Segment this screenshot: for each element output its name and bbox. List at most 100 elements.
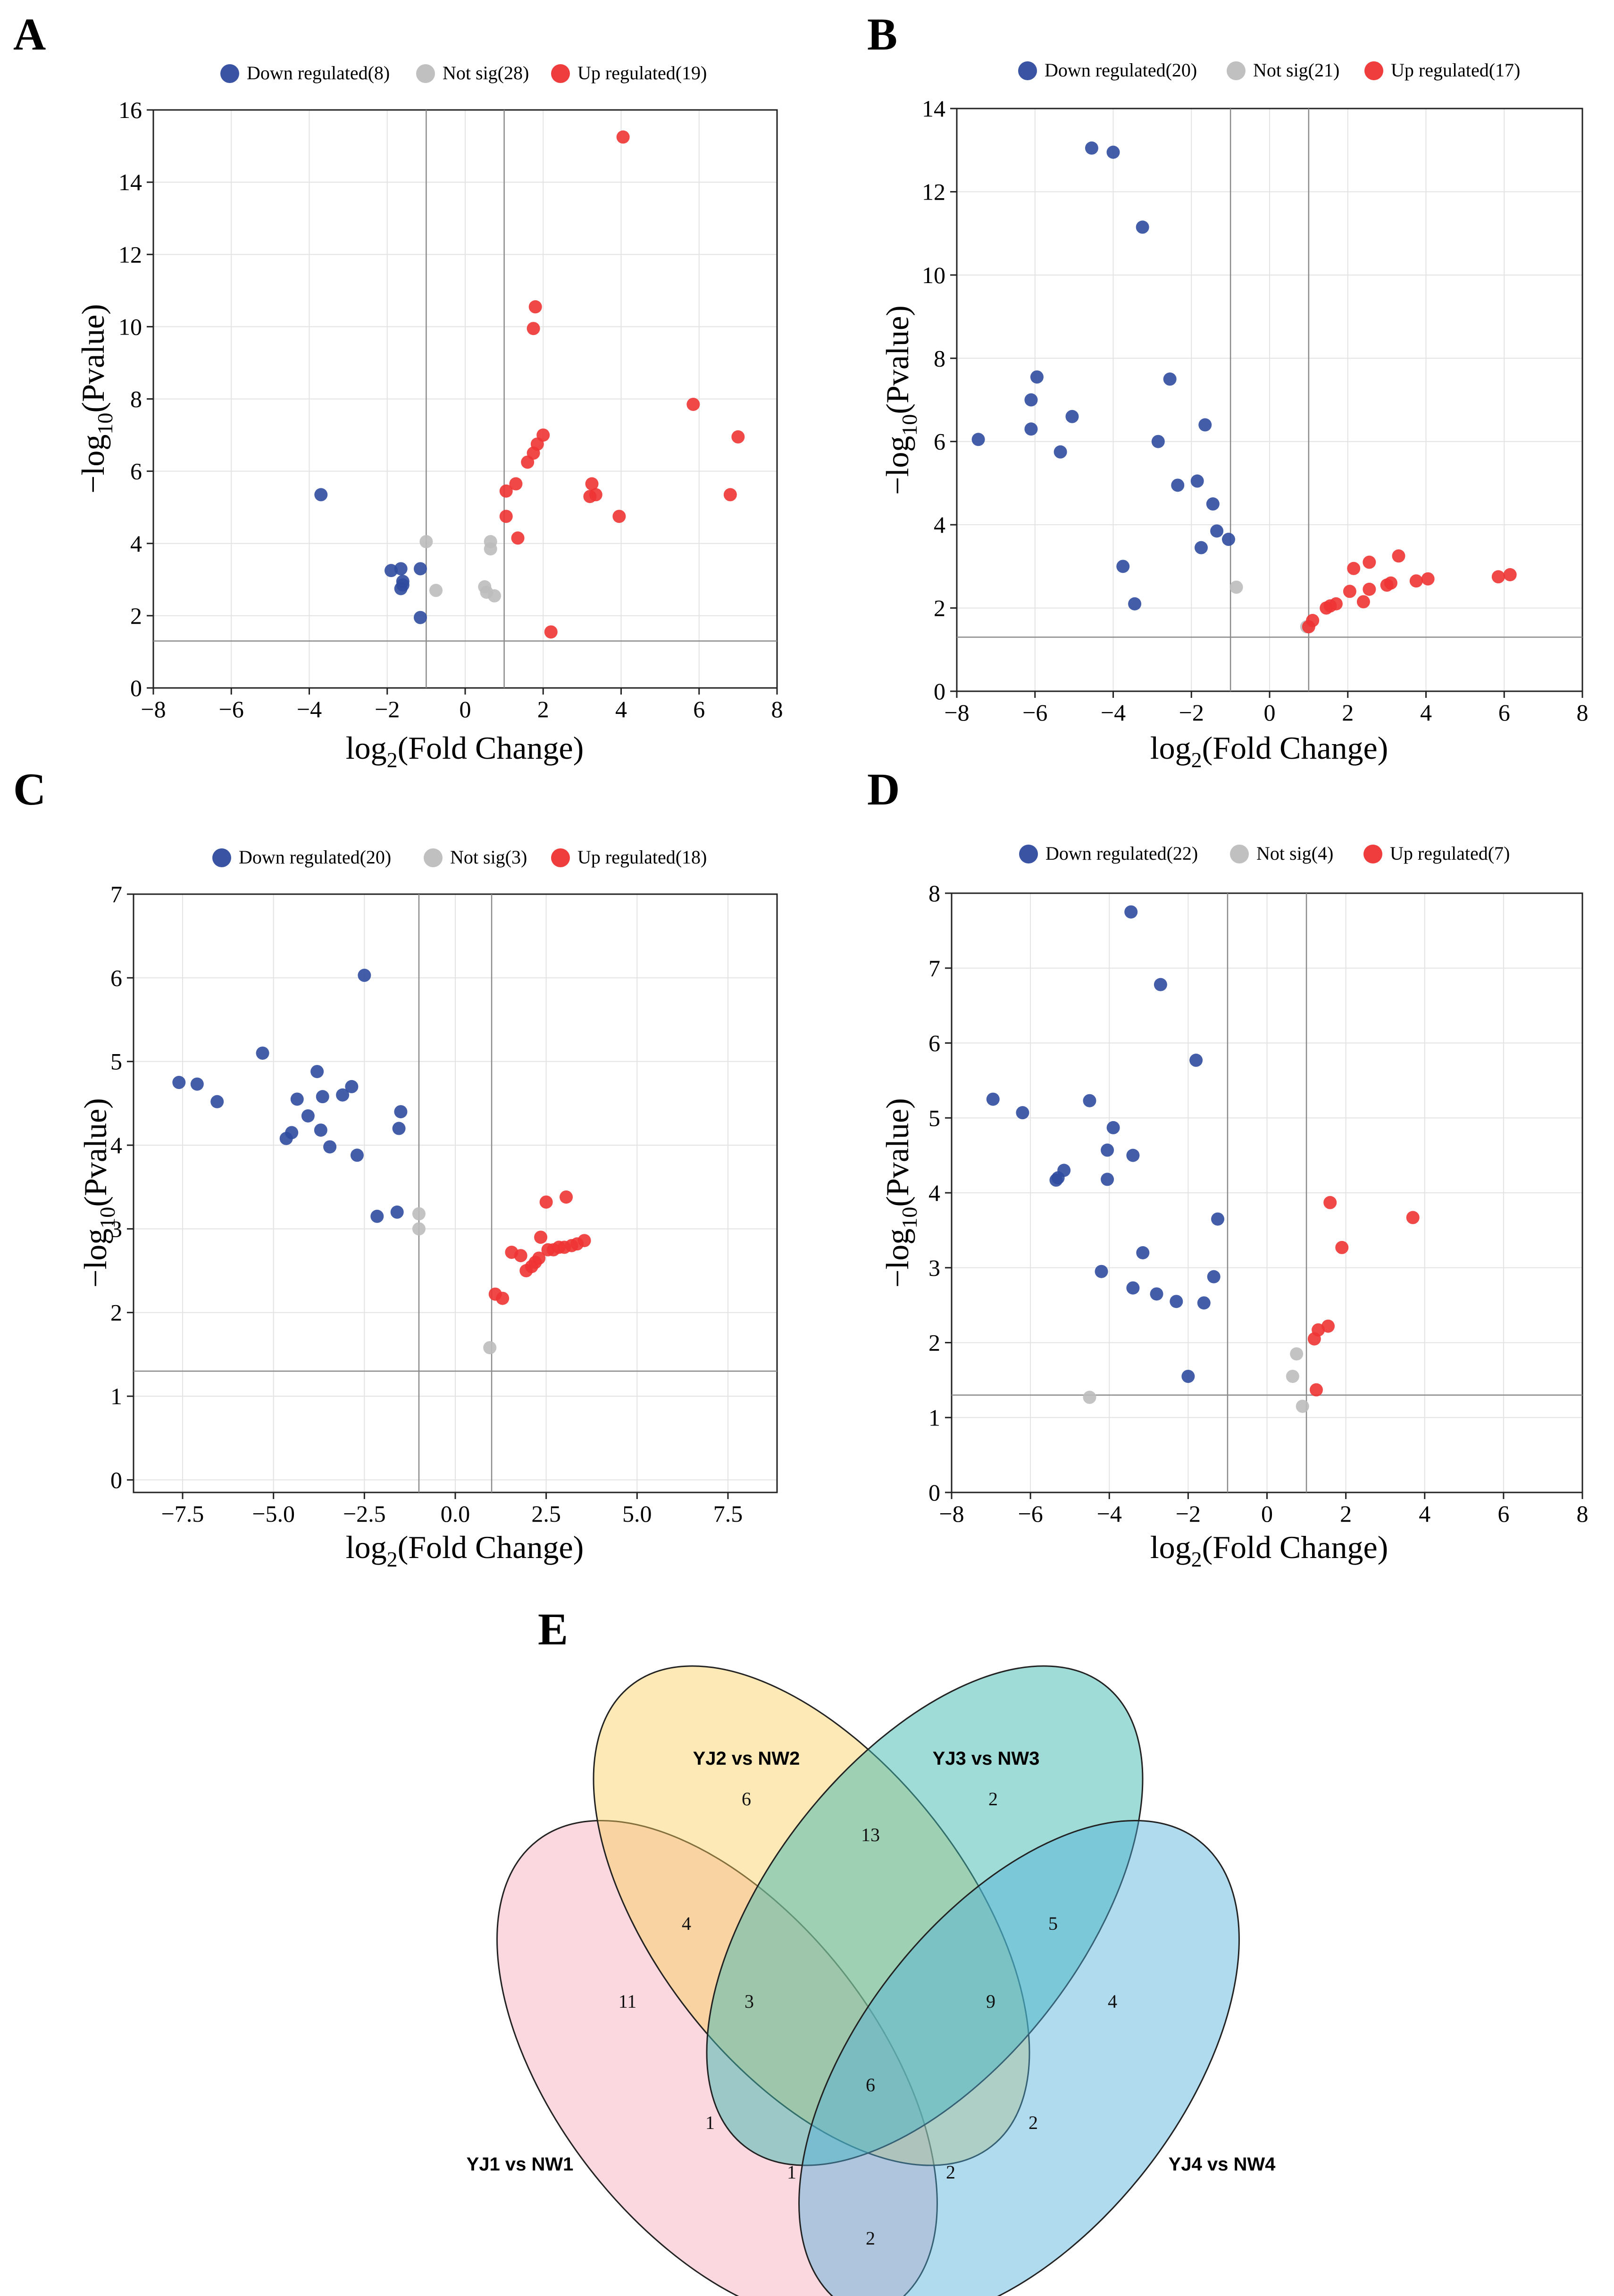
data-point [345, 1080, 359, 1093]
y-tick-label: 1 [110, 1383, 122, 1409]
data-point [390, 1205, 404, 1219]
data-point [532, 1251, 546, 1265]
x-tick-label: −4 [1101, 699, 1126, 726]
data-point [1211, 1212, 1225, 1226]
data-point [1171, 478, 1185, 492]
y-tick-label: 6 [110, 964, 122, 991]
y-tick-label: 6 [928, 1030, 940, 1056]
x-tick-label: −2 [1179, 699, 1204, 726]
data-point [1290, 1347, 1304, 1361]
x-tick-label: 6 [693, 696, 705, 722]
y-tick-label: 3 [928, 1255, 940, 1281]
legend-entry: Up regulated(18) [577, 846, 707, 868]
venn-count-all: 6 [866, 2074, 875, 2095]
legend-marker [416, 64, 435, 83]
data-point [1189, 1054, 1203, 1067]
legend-entry: Down regulated(20) [1045, 59, 1197, 81]
venn-label-yj2: YJ2 vs NW2 [693, 1748, 800, 1769]
panel-label-b: B [867, 9, 897, 59]
data-point [521, 455, 535, 469]
y-tick-label: 5 [110, 1048, 122, 1075]
data-point [1307, 1332, 1321, 1346]
x-axis-label-base: log [346, 730, 387, 766]
data-point [172, 1076, 186, 1089]
venn-count-only-2: 6 [742, 1788, 751, 1810]
venn-count-1-2-3: 3 [744, 1991, 754, 2012]
data-point [1030, 370, 1044, 384]
x-tick-label: 4 [1420, 699, 1432, 726]
y-tick-label: 1 [928, 1404, 940, 1431]
data-point [511, 531, 525, 545]
y-tick-label: 12 [922, 178, 945, 205]
data-point [1409, 574, 1423, 588]
x-axis-label: log2(Fold Change) [346, 730, 584, 772]
x-tick-label: 0 [460, 696, 471, 722]
venn-count-only-1: 11 [619, 1991, 637, 2012]
y-axis-label-base: −log [77, 1229, 113, 1288]
data-point [539, 1195, 553, 1209]
data-point [1363, 555, 1376, 569]
data-point [1384, 576, 1397, 590]
data-point [1210, 524, 1224, 538]
legend-entry: Down regulated(8) [247, 62, 390, 84]
y-tick-label: 8 [934, 345, 945, 371]
data-point [986, 1092, 1000, 1106]
x-tick-label: −6 [1022, 699, 1047, 726]
venn-count-1-3: 1 [705, 2112, 715, 2133]
data-point [534, 1231, 548, 1244]
data-point [616, 130, 630, 144]
y-axis-label-base: −log [75, 435, 111, 494]
y-tick-label: 4 [110, 1132, 122, 1158]
legend-entry: Down regulated(22) [1045, 843, 1198, 864]
data-point [1085, 141, 1098, 155]
data-point [1198, 418, 1212, 432]
legend-entry: Not sig(4) [1256, 843, 1333, 864]
data-point [1065, 410, 1079, 423]
x-axis-label: log2(Fold Change) [1150, 730, 1388, 772]
data-point [419, 535, 433, 548]
data-point [1347, 561, 1361, 575]
x-tick-label: −8 [944, 699, 969, 726]
x-tick-label: −2.5 [343, 1500, 386, 1527]
data-point [1101, 1173, 1114, 1186]
data-point [723, 488, 737, 502]
data-point [358, 969, 371, 982]
data-point [499, 510, 513, 523]
data-point [1136, 220, 1149, 234]
data-point [1356, 595, 1370, 609]
data-point [323, 1140, 337, 1154]
legend-marker [1019, 845, 1038, 863]
venn-count-only-4: 4 [1108, 1991, 1117, 2012]
data-point [1054, 445, 1067, 459]
data-point [290, 1092, 304, 1106]
data-point [314, 1123, 327, 1137]
data-point [1229, 580, 1243, 594]
data-point [316, 1090, 329, 1104]
data-point [1083, 1094, 1096, 1107]
data-point [1421, 572, 1435, 586]
y-axis-label-tail: (Pvalue) [879, 1098, 915, 1207]
panel-label-a: A [13, 9, 46, 59]
legend-marker [1364, 61, 1383, 80]
y-tick-label: 4 [130, 530, 142, 557]
venn-count-2-3: 13 [861, 1824, 880, 1845]
x-tick-label: 8 [1577, 1500, 1589, 1527]
y-tick-label: 7 [110, 881, 122, 907]
legend-marker [220, 64, 239, 83]
x-axis-label-sub: 2 [1191, 1547, 1202, 1571]
panel-label-d: D [867, 764, 900, 814]
x-tick-label: 0 [1264, 699, 1276, 726]
data-point [1323, 1196, 1337, 1209]
venn-set-yj3 [706, 1665, 1144, 2166]
venn-diagram: YJ2 vs NW2 YJ3 vs NW3 YJ1 vs NW1 YJ4 vs … [467, 1665, 1276, 2296]
data-point [1128, 597, 1142, 611]
data-point [1392, 549, 1405, 563]
data-point [1296, 1399, 1309, 1413]
data-point [1106, 145, 1120, 159]
x-axis-label-sub: 2 [387, 1547, 398, 1571]
legend-entry: Not sig(28) [443, 62, 529, 84]
y-axis-label: −log10(Pvalue) [879, 1098, 921, 1288]
data-point [256, 1046, 269, 1060]
